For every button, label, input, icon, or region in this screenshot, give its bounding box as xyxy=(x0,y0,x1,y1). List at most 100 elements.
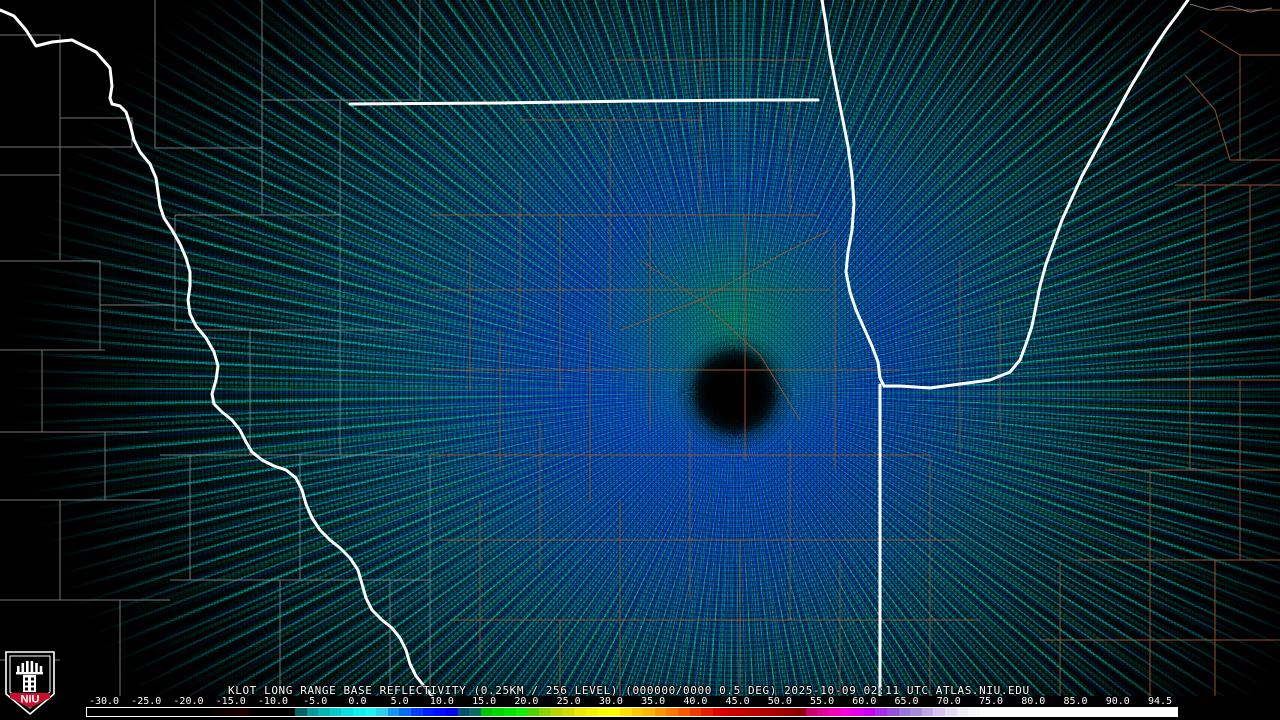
color-scale-frame xyxy=(86,707,1178,717)
color-scale-tick-label: 65.0 xyxy=(894,696,919,707)
niu-logo[interactable]: NIU xyxy=(4,650,56,716)
color-swatch xyxy=(144,707,156,717)
color-swatch xyxy=(724,707,737,717)
color-swatch xyxy=(898,707,911,717)
color-scale-tick-label: -20.0 xyxy=(173,696,204,707)
color-swatch xyxy=(190,707,203,717)
color-scale-tick-label: 15.0 xyxy=(472,696,497,707)
color-swatch xyxy=(202,707,214,717)
radar-map-canvas[interactable] xyxy=(0,0,1280,696)
color-swatch xyxy=(271,707,284,717)
cone-of-silence xyxy=(0,0,1280,696)
color-scale-tick-label: 50.0 xyxy=(767,696,792,707)
color-swatch xyxy=(457,707,470,717)
color-scale-bar xyxy=(86,707,1178,717)
color-swatch xyxy=(248,707,261,717)
color-swatch xyxy=(643,707,655,717)
color-swatch xyxy=(596,707,609,717)
color-swatch xyxy=(260,707,272,717)
color-swatch xyxy=(399,707,412,717)
color-swatch xyxy=(1130,707,1143,717)
color-scale-tick-label: 55.0 xyxy=(810,696,835,707)
color-scale-tick-label: -10.0 xyxy=(257,696,289,707)
color-scale-tick-label: 45.0 xyxy=(725,696,750,707)
color-scale[interactable]: -30.0 -25.0 -20.0 -15.0 -10.0 -5.0 0.0 5.0 10.0 1… xyxy=(0,696,1280,720)
color-swatch xyxy=(654,707,667,717)
color-swatch xyxy=(434,707,446,717)
color-swatch xyxy=(736,707,748,717)
color-scale-tick-label: 80.0 xyxy=(1021,696,1046,707)
color-swatch xyxy=(1096,707,1108,717)
color-swatch xyxy=(910,707,922,717)
color-swatch xyxy=(712,707,725,717)
color-swatch xyxy=(631,707,644,717)
color-scale-tick-label: -30.0 xyxy=(88,696,120,707)
color-swatch xyxy=(155,707,168,717)
color-swatch xyxy=(887,707,899,717)
color-swatch xyxy=(132,707,145,717)
color-swatch xyxy=(840,707,853,717)
product-title: KLOT LONG RANGE BASE REFLECTIVITY (0.25K… xyxy=(228,684,1030,697)
color-swatch xyxy=(1037,707,1050,717)
color-swatch xyxy=(1061,707,1073,717)
color-swatch xyxy=(86,707,98,717)
color-swatch xyxy=(1154,707,1166,717)
castle-windows xyxy=(25,677,34,691)
color-scale-bar-wrap xyxy=(86,707,1178,717)
color-scale-tick-label: 70.0 xyxy=(936,696,961,707)
color-swatch xyxy=(318,707,330,717)
color-swatch xyxy=(527,707,539,717)
niu-logo-label: NIU xyxy=(21,694,40,706)
niu-banner xyxy=(10,693,50,708)
color-swatch xyxy=(376,707,388,717)
color-swatch xyxy=(782,707,795,717)
color-scale-tick-label: 40.0 xyxy=(683,696,708,707)
color-swatch xyxy=(678,707,690,717)
color-swatch xyxy=(515,707,528,717)
color-swatch xyxy=(364,707,377,717)
color-scale-tick-label: 25.0 xyxy=(556,696,581,707)
color-swatch xyxy=(991,707,1004,717)
color-swatch xyxy=(109,707,121,717)
color-swatch xyxy=(225,707,237,717)
color-swatch xyxy=(794,707,806,717)
color-swatch xyxy=(538,707,551,717)
color-swatch xyxy=(875,707,888,717)
color-swatch xyxy=(770,707,783,717)
color-swatch xyxy=(747,707,760,717)
color-swatch xyxy=(1142,707,1155,717)
color-swatch xyxy=(503,707,516,717)
color-swatch xyxy=(341,707,354,717)
color-swatch xyxy=(178,707,191,717)
color-scale-tick-label: 94.5 xyxy=(1147,696,1173,707)
color-swatch xyxy=(933,707,946,717)
color-scale-tick-label: -15.0 xyxy=(215,696,246,707)
color-swatch xyxy=(97,707,110,717)
color-swatch xyxy=(306,707,319,717)
color-scale-tick-label: 35.0 xyxy=(641,696,666,707)
color-swatch xyxy=(1107,707,1120,717)
color-scale-tick-label: 0.0 xyxy=(348,696,367,707)
color-swatch xyxy=(480,707,493,717)
color-swatch xyxy=(1119,707,1131,717)
color-swatch xyxy=(294,707,307,717)
color-swatch xyxy=(666,707,679,717)
color-swatch xyxy=(469,707,481,717)
color-swatch xyxy=(608,707,621,717)
color-swatch xyxy=(492,707,504,717)
color-swatch xyxy=(387,707,400,717)
color-swatch xyxy=(817,707,829,717)
color-swatch xyxy=(120,707,133,717)
color-scale-tick-label: -25.0 xyxy=(131,696,162,707)
color-swatch xyxy=(550,707,562,717)
color-swatch xyxy=(1014,707,1027,717)
color-scale-tick-label: 85.0 xyxy=(1063,696,1088,707)
color-swatch xyxy=(805,707,818,717)
color-swatch xyxy=(411,707,423,717)
color-swatch xyxy=(689,707,702,717)
color-swatch xyxy=(1026,707,1038,717)
color-swatch xyxy=(1003,707,1015,717)
color-scale-tick-label: 20.0 xyxy=(514,696,539,707)
color-swatch xyxy=(167,707,179,717)
